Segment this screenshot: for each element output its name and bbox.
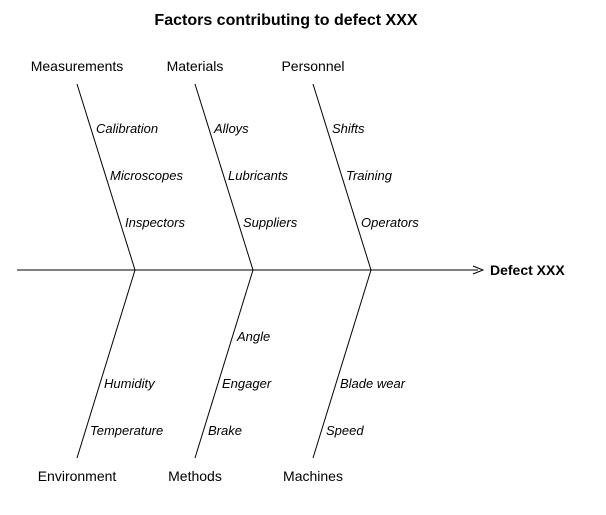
cause-alloys: Alloys: [213, 121, 249, 136]
bone-measurements: [76, 83, 136, 271]
cause-brake: Brake: [208, 423, 242, 438]
cause-blade-wear: Blade wear: [340, 376, 406, 391]
bone-environment: [76, 269, 136, 459]
bone-methods: [194, 269, 254, 459]
category-environment: Environment: [38, 468, 117, 484]
category-measurements: Measurements: [31, 58, 124, 74]
spine-arrowhead: [472, 265, 485, 275]
effect-label: Defect XXX: [490, 262, 565, 278]
category-materials: Materials: [167, 58, 224, 74]
bone-materials: [194, 83, 254, 271]
cause-shifts: Shifts: [332, 121, 365, 136]
cause-microscopes: Microscopes: [110, 168, 183, 183]
cause-temperature: Temperature: [90, 423, 163, 438]
cause-engager: Engager: [222, 376, 272, 391]
cause-humidity: Humidity: [104, 376, 156, 391]
cause-calibration: Calibration: [96, 121, 158, 136]
category-machines: Machines: [283, 468, 343, 484]
cause-angle: Angle: [236, 329, 270, 344]
category-personnel: Personnel: [281, 58, 344, 74]
cause-lubricants: Lubricants: [228, 168, 288, 183]
cause-training: Training: [346, 168, 393, 183]
bone-machines: [312, 269, 372, 459]
cause-inspectors: Inspectors: [125, 215, 185, 230]
cause-suppliers: Suppliers: [243, 215, 298, 230]
cause-speed: Speed: [326, 423, 364, 438]
cause-operators: Operators: [361, 215, 419, 230]
diagram-title: Factors contributing to defect XXX: [154, 12, 417, 29]
bone-personnel: [312, 83, 372, 271]
category-methods: Methods: [168, 468, 222, 484]
